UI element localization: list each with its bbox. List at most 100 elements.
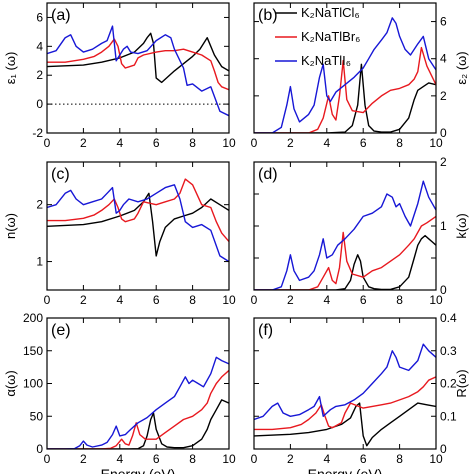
y-axis-label: ε₁ (ω) — [3, 52, 18, 85]
x-tick-label: 4 — [116, 452, 123, 466]
series-line-2 — [47, 184, 229, 263]
x-tick-label: 6 — [360, 452, 367, 466]
x-axis-label: Energy (eV) — [308, 466, 383, 474]
plot-frame — [46, 2, 230, 134]
x-tick-label: 2 — [80, 293, 87, 307]
series-line-1 — [47, 178, 229, 243]
plot-frame — [46, 161, 230, 291]
legend-label-0: K₂NaTlCl₆ — [301, 5, 360, 20]
legend-label-2: K₂NaTlI₆ — [301, 53, 351, 68]
x-tick-label: 8 — [189, 452, 196, 466]
y-tick-label: 6 — [36, 10, 43, 24]
y-tick-label: 0.2 — [440, 377, 457, 391]
series-line-1 — [47, 38, 229, 91]
y-axis-label: n(ω) — [3, 213, 18, 239]
series-line-2 — [254, 17, 436, 133]
y-tick-label: 6 — [440, 15, 447, 29]
y-tick-label: 0 — [36, 442, 43, 456]
x-tick-label: 8 — [189, 136, 196, 150]
x-tick-label: 2 — [287, 452, 294, 466]
series-line-2 — [254, 180, 436, 290]
series-line-0 — [254, 234, 436, 290]
y-tick-label: 2 — [440, 155, 447, 169]
series-line-1 — [254, 215, 436, 290]
y-axis-label: ε₂ (ω) — [454, 51, 469, 84]
series-line-0 — [254, 63, 436, 133]
series-line-2 — [47, 25, 229, 117]
x-tick-label: 4 — [323, 452, 330, 466]
y-tick-label: 2 — [440, 89, 447, 103]
x-axis-label: Energy (eV) — [101, 466, 176, 474]
x-tick-label: 2 — [287, 293, 294, 307]
plot-frame — [253, 317, 437, 450]
y-tick-label: 1 — [440, 219, 447, 233]
y-tick-label: 4 — [440, 52, 447, 66]
x-tick-label: 2 — [80, 136, 87, 150]
panel-label: (a) — [51, 7, 71, 24]
panel-label: (b) — [258, 7, 278, 24]
y-axis-label: R(ω) — [454, 369, 469, 397]
y-tick-label: 0 — [440, 283, 447, 297]
y-tick-label: 4 — [36, 39, 43, 53]
x-tick-label: 6 — [153, 136, 160, 150]
x-tick-label: 0 — [251, 452, 258, 466]
series-line-1 — [254, 46, 436, 133]
y-tick-label: 2 — [36, 68, 43, 82]
series-line-2 — [254, 343, 436, 421]
series-line-1 — [47, 369, 229, 449]
x-tick-label: 6 — [360, 136, 367, 150]
series-line-0 — [47, 192, 229, 257]
x-tick-label: 2 — [80, 452, 87, 466]
y-axis-label: α(ω) — [3, 370, 18, 396]
x-tick-label: 6 — [360, 293, 367, 307]
panel-label: (c) — [51, 166, 70, 183]
x-tick-label: 8 — [396, 293, 403, 307]
x-tick-label: 10 — [222, 452, 236, 466]
x-tick-label: 6 — [153, 293, 160, 307]
panel-label: (f) — [258, 322, 273, 339]
panel-label: (e) — [51, 322, 71, 339]
plot-frame — [253, 2, 437, 134]
x-tick-label: 4 — [116, 136, 123, 150]
y-tick-label: 0 — [440, 442, 447, 456]
y-tick-label: 200 — [23, 311, 43, 325]
y-tick-label: 0 — [36, 97, 43, 111]
series-line-2 — [47, 356, 229, 449]
y-tick-label: 100 — [23, 377, 43, 391]
y-tick-label: 1 — [36, 255, 43, 269]
legend-label-1: K₂NaTlBr₆ — [301, 29, 360, 44]
y-tick-label: -2 — [32, 126, 43, 140]
x-tick-label: 0 — [44, 293, 51, 307]
x-tick-label: 6 — [153, 452, 160, 466]
x-tick-label: 4 — [323, 293, 330, 307]
x-tick-label: 4 — [323, 136, 330, 150]
y-tick-label: 0.3 — [440, 344, 457, 358]
x-tick-label: 2 — [287, 136, 294, 150]
x-tick-label: 0 — [44, 452, 51, 466]
x-tick-label: 4 — [116, 293, 123, 307]
series-line-0 — [254, 402, 436, 447]
legend: K₂NaTlCl₆ K₂NaTlBr₆ K₂NaTlI₆ — [275, 5, 360, 68]
series-line-0 — [47, 399, 229, 449]
plot-frame — [253, 161, 437, 291]
x-tick-label: 0 — [251, 293, 258, 307]
y-tick-label: 0 — [440, 126, 447, 140]
x-tick-label: 0 — [44, 136, 51, 150]
panel-label: (d) — [258, 166, 278, 183]
x-tick-label: 10 — [429, 293, 443, 307]
x-tick-label: 10 — [222, 293, 236, 307]
y-tick-label: 2 — [36, 198, 43, 212]
y-tick-label: 150 — [23, 344, 43, 358]
x-tick-label: 8 — [396, 452, 403, 466]
x-tick-label: 10 — [429, 136, 443, 150]
y-axis-label: k(ω) — [454, 213, 469, 238]
x-tick-label: 0 — [251, 136, 258, 150]
